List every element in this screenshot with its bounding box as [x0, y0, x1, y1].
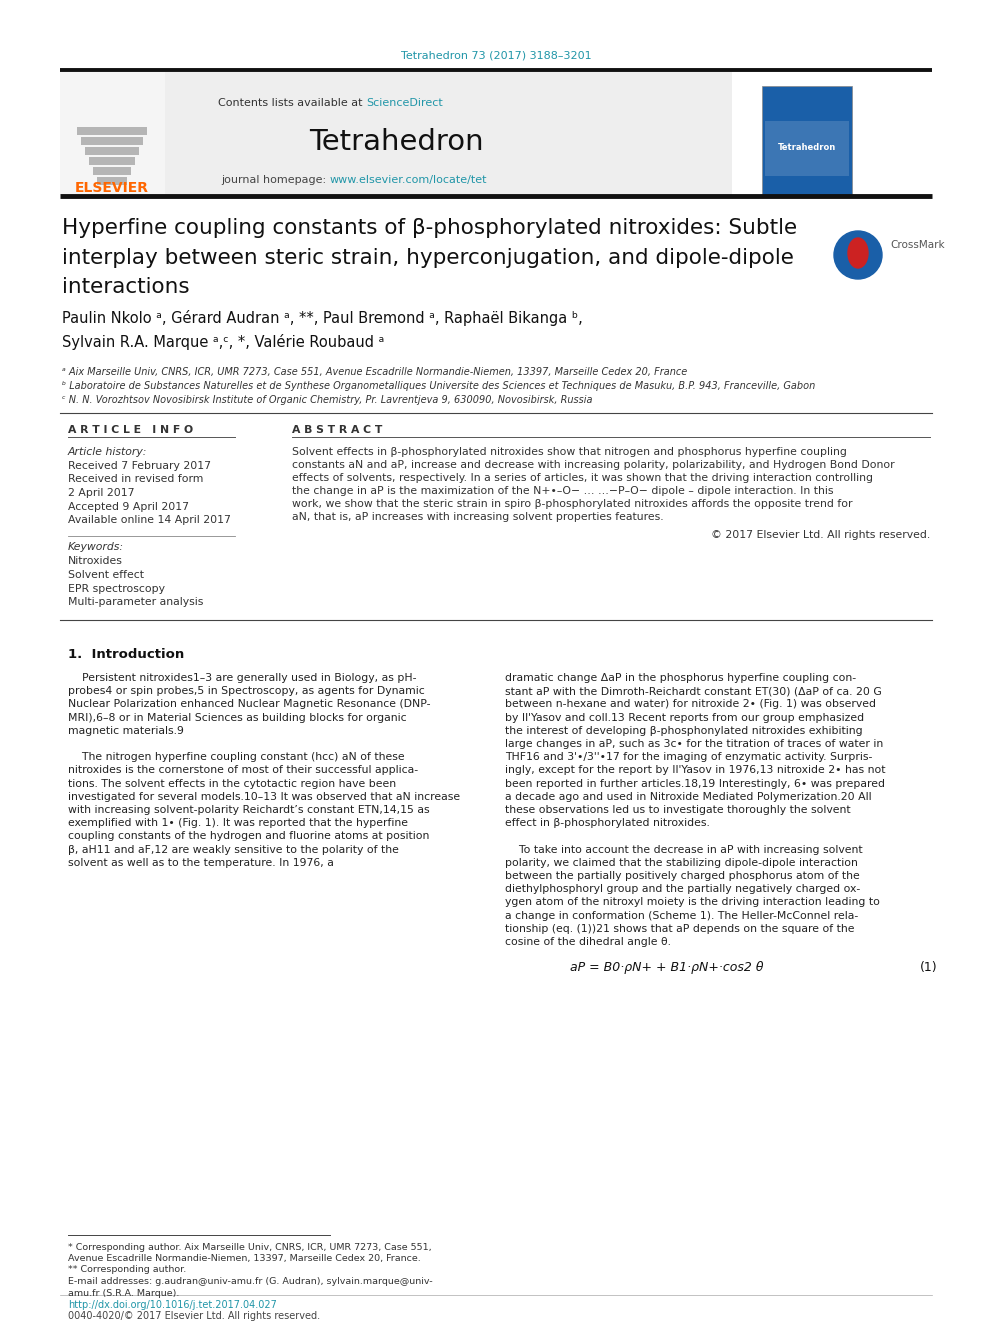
Text: interplay between steric strain, hyperconjugation, and dipole-dipole: interplay between steric strain, hyperco… [62, 247, 794, 269]
Text: ᵃ Aix Marseille Univ, CNRS, ICR, UMR 7273, Case 551, Avenue Escadrille Normandie: ᵃ Aix Marseille Univ, CNRS, ICR, UMR 727… [62, 366, 687, 377]
Text: 1.  Introduction: 1. Introduction [68, 647, 185, 660]
Text: work, we show that the steric strain in spiro β-phosphorylated nitroxides afford: work, we show that the steric strain in … [292, 499, 852, 509]
Bar [765, 120, 849, 176]
Text: aP = B0·ρN+ + B1·ρN+·cos2 θ: aP = B0·ρN+ + B1·ρN+·cos2 θ [570, 960, 764, 974]
Text: between the partially positively charged phosphorus atom of the: between the partially positively charged… [505, 871, 860, 881]
Text: E-mail addresses: g.audran@univ-amu.fr (G. Audran), sylvain.marque@univ-: E-mail addresses: g.audran@univ-amu.fr (… [68, 1277, 433, 1286]
Text: EPR spectroscopy: EPR spectroscopy [68, 583, 165, 594]
Text: probes4 or spin probes,5 in Spectroscopy, as agents for Dynamic: probes4 or spin probes,5 in Spectroscopy… [68, 687, 425, 696]
Text: dramatic change ΔaP in the phosphorus hyperfine coupling con-: dramatic change ΔaP in the phosphorus hy… [505, 673, 856, 683]
Text: effect in β-phosphorylated nitroxides.: effect in β-phosphorylated nitroxides. [505, 818, 710, 828]
Text: Contents lists available at: Contents lists available at [218, 98, 366, 108]
Text: Multi-parameter analysis: Multi-parameter analysis [68, 597, 203, 607]
Text: To take into account the decrease in aP with increasing solvent: To take into account the decrease in aP … [505, 844, 863, 855]
Text: polarity, we claimed that the stabilizing dipole-dipole interaction: polarity, we claimed that the stabilizin… [505, 857, 858, 868]
Text: Accepted 9 April 2017: Accepted 9 April 2017 [68, 501, 189, 512]
Text: ingly, except for the report by Il'Yasov in 1976,13 nitroxide 2• has not: ingly, except for the report by Il'Yasov… [505, 766, 886, 775]
Text: Tetrahedron 73 (2017) 3188–3201: Tetrahedron 73 (2017) 3188–3201 [401, 50, 591, 60]
Text: Solvent effects in β-phosphorylated nitroxides show that nitrogen and phosphorus: Solvent effects in β-phosphorylated nitr… [292, 447, 847, 456]
Text: these observations led us to investigate thoroughly the solvent: these observations led us to investigate… [505, 804, 850, 815]
Text: www.elsevier.com/locate/tet: www.elsevier.com/locate/tet [330, 175, 487, 185]
Text: been reported in further articles.18,19 Interestingly, 6• was prepared: been reported in further articles.18,19 … [505, 779, 885, 789]
Text: magnetic materials.9: magnetic materials.9 [68, 726, 184, 736]
Text: Received in revised form: Received in revised form [68, 475, 203, 484]
Text: by Il'Yasov and coll.13 Recent reports from our group emphasized: by Il'Yasov and coll.13 Recent reports f… [505, 713, 864, 722]
Bar [77, 127, 147, 135]
Text: solvent as well as to the temperature. In 1976, a: solvent as well as to the temperature. I… [68, 857, 334, 868]
Text: ** Corresponding author.: ** Corresponding author. [68, 1266, 186, 1274]
Text: effects of solvents, respectively. In a series of articles, it was shown that th: effects of solvents, respectively. In a … [292, 474, 873, 483]
Text: Sylvain R.A. Marque ᵃ,ᶜ, *, Valérie Roubaud ᵃ: Sylvain R.A. Marque ᵃ,ᶜ, *, Valérie Roub… [62, 333, 384, 351]
Bar [60, 71, 732, 194]
Text: © 2017 Elsevier Ltd. All rights reserved.: © 2017 Elsevier Ltd. All rights reserved… [710, 531, 930, 540]
Text: Solvent effect: Solvent effect [68, 570, 144, 579]
Text: exemplified with 1• (Fig. 1). It was reported that the hyperfine: exemplified with 1• (Fig. 1). It was rep… [68, 818, 408, 828]
Text: amu.fr (S.R.A. Marque).: amu.fr (S.R.A. Marque). [68, 1289, 180, 1298]
Text: cosine of the dihedral angle θ.: cosine of the dihedral angle θ. [505, 937, 671, 947]
Text: the interest of developing β-phosphonylated nitroxides exhibiting: the interest of developing β-phosphonyla… [505, 726, 863, 736]
Circle shape [834, 232, 882, 279]
Text: Article history:: Article history: [68, 447, 148, 456]
Text: tions. The solvent effects in the cytotactic region have been: tions. The solvent effects in the cytota… [68, 779, 396, 789]
Text: Keywords:: Keywords: [68, 542, 124, 553]
Text: http://dx.doi.org/10.1016/j.tet.2017.04.027: http://dx.doi.org/10.1016/j.tet.2017.04.… [68, 1301, 277, 1310]
Text: MRI),6–8 or in Material Sciences as building blocks for organic: MRI),6–8 or in Material Sciences as buil… [68, 713, 407, 722]
Text: ᵇ Laboratoire de Substances Naturelles et de Synthese Organometalliques Universi: ᵇ Laboratoire de Substances Naturelles e… [62, 381, 815, 392]
Bar [85, 147, 139, 155]
Text: ELSEVIER: ELSEVIER [75, 181, 149, 194]
Bar [81, 138, 143, 146]
Text: ygen atom of the nitroxyl moiety is the driving interaction leading to: ygen atom of the nitroxyl moiety is the … [505, 897, 880, 908]
Text: The nitrogen hyperfine coupling constant (hcc) aN of these: The nitrogen hyperfine coupling constant… [68, 753, 405, 762]
Text: * Corresponding author. Aix Marseille Univ, CNRS, ICR, UMR 7273, Case 551,: * Corresponding author. Aix Marseille Un… [68, 1242, 432, 1252]
Text: Tetrahedron: Tetrahedron [778, 143, 836, 152]
Text: Hyperfine coupling constants of β-phosphorylated nitroxides: Subtle: Hyperfine coupling constants of β-phosph… [62, 218, 798, 238]
Text: Nitroxides: Nitroxides [68, 557, 123, 566]
Text: 0040-4020/© 2017 Elsevier Ltd. All rights reserved.: 0040-4020/© 2017 Elsevier Ltd. All right… [68, 1311, 320, 1320]
Text: ScienceDirect: ScienceDirect [366, 98, 442, 108]
Bar [60, 70, 165, 194]
Text: Avenue Escadrille Normandie-Niemen, 13397, Marseille Cedex 20, France.: Avenue Escadrille Normandie-Niemen, 1339… [68, 1254, 421, 1263]
Text: A R T I C L E   I N F O: A R T I C L E I N F O [68, 425, 193, 435]
Text: A B S T R A C T: A B S T R A C T [292, 425, 382, 435]
Bar [93, 167, 131, 175]
Text: constants aN and aP, increase and decrease with increasing polarity, polarizabil: constants aN and aP, increase and decrea… [292, 460, 895, 470]
Text: Nuclear Polarization enhanced Nuclear Magnetic Resonance (DNP-: Nuclear Polarization enhanced Nuclear Ma… [68, 700, 431, 709]
Text: the change in aP is the maximization of the N+•–O− … …−P–O− dipole – dipole inte: the change in aP is the maximization of … [292, 486, 833, 496]
Text: CrossMark: CrossMark [890, 239, 944, 250]
Bar [762, 86, 852, 196]
Text: stant aP with the Dimroth-Reichardt constant ET(30) (ΔaP of ca. 20 G: stant aP with the Dimroth-Reichardt cons… [505, 687, 882, 696]
Text: a change in conformation (Scheme 1). The Heller-McConnel rela-: a change in conformation (Scheme 1). The… [505, 910, 858, 921]
Text: investigated for several models.10–13 It was observed that aN increase: investigated for several models.10–13 It… [68, 791, 460, 802]
Text: interactions: interactions [62, 277, 189, 296]
Text: aN, that is, aP increases with increasing solvent properties features.: aN, that is, aP increases with increasin… [292, 512, 664, 523]
Text: between n-hexane and water) for nitroxide 2• (Fig. 1) was observed: between n-hexane and water) for nitroxid… [505, 700, 876, 709]
Text: (1): (1) [920, 960, 937, 974]
Text: ᶜ N. N. Vorozhtsov Novosibirsk Institute of Organic Chemistry, Pr. Lavrentjeva 9: ᶜ N. N. Vorozhtsov Novosibirsk Institute… [62, 396, 592, 405]
Text: journal homepage:: journal homepage: [221, 175, 330, 185]
Text: large changes in aP, such as 3c• for the titration of traces of water in: large changes in aP, such as 3c• for the… [505, 740, 883, 749]
Text: Persistent nitroxides1–3 are generally used in Biology, as pH-: Persistent nitroxides1–3 are generally u… [68, 673, 417, 683]
Text: tionship (eq. (1))21 shows that aP depends on the square of the: tionship (eq. (1))21 shows that aP depen… [505, 923, 854, 934]
Text: 2 April 2017: 2 April 2017 [68, 488, 135, 497]
Text: Tetrahedron: Tetrahedron [309, 128, 483, 156]
Text: coupling constants of the hydrogen and fluorine atoms at position: coupling constants of the hydrogen and f… [68, 831, 430, 841]
Text: with increasing solvent-polarity Reichardt’s constant ETN,14,15 as: with increasing solvent-polarity Reichar… [68, 804, 430, 815]
Text: Paulin Nkolo ᵃ, Gérard Audran ᵃ, **, Paul Bremond ᵃ, Raphaël Bikanga ᵇ,: Paulin Nkolo ᵃ, Gérard Audran ᵃ, **, Pau… [62, 310, 582, 325]
Bar [97, 177, 127, 185]
Text: β, aH11 and aF,12 are weakly sensitive to the polarity of the: β, aH11 and aF,12 are weakly sensitive t… [68, 844, 399, 855]
Text: Received 7 February 2017: Received 7 February 2017 [68, 460, 211, 471]
Text: Available online 14 April 2017: Available online 14 April 2017 [68, 515, 231, 525]
Bar [89, 157, 135, 165]
Text: THF16 and 3'•/3''•17 for the imaging of enzymatic activity. Surpris-: THF16 and 3'•/3''•17 for the imaging of … [505, 753, 872, 762]
Text: nitroxides is the cornerstone of most of their successful applica-: nitroxides is the cornerstone of most of… [68, 766, 418, 775]
Text: diethylphosphoryl group and the partially negatively charged ox-: diethylphosphoryl group and the partiall… [505, 884, 860, 894]
Ellipse shape [848, 238, 868, 269]
Text: a decade ago and used in Nitroxide Mediated Polymerization.20 All: a decade ago and used in Nitroxide Media… [505, 791, 872, 802]
